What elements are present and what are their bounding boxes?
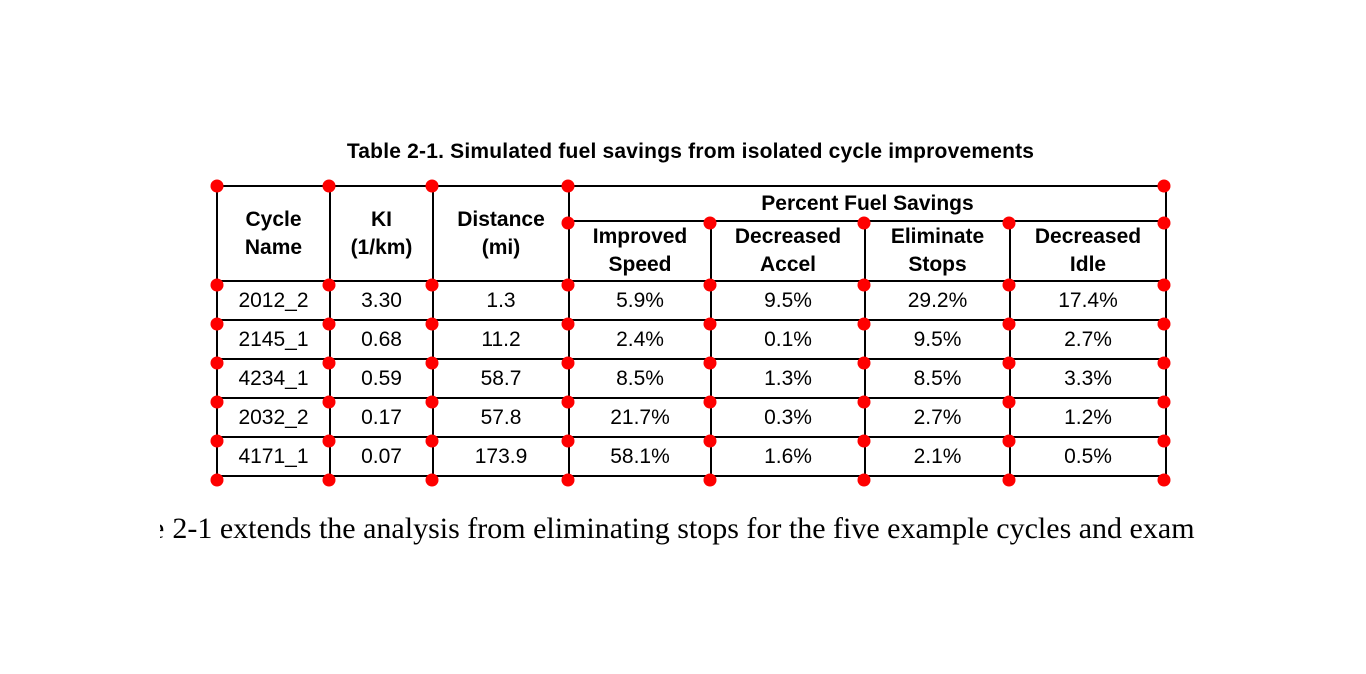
cell-improved-speed: 21.7% xyxy=(568,397,712,438)
cell-improved-speed: 2.4% xyxy=(568,319,712,360)
table-row: 2012_2 3.30 1.3 5.9% 9.5% 29.2% 17.4% xyxy=(216,280,1167,321)
fuel-savings-table: Cycle Name KI (1/km) Distance (mi) Perce… xyxy=(216,185,1167,477)
col-header-decreased-idle: Decreased Idle xyxy=(1009,220,1167,282)
header-row-group: Cycle Name KI (1/km) Distance (mi) Perce… xyxy=(216,185,1167,282)
cell-decreased-idle: 1.2% xyxy=(1009,397,1167,438)
table-row: 4171_1 0.07 173.9 58.1% 1.6% 2.1% 0.5% xyxy=(216,436,1167,477)
cell-decreased-accel: 1.3% xyxy=(710,358,866,399)
col-header-eliminate-stops: Eliminate Stops xyxy=(864,220,1011,282)
col-header-percent-fuel-savings: Percent Fuel Savings xyxy=(568,185,1167,222)
cell-cycle-name: 4171_1 xyxy=(216,436,331,477)
cell-eliminate-stops: 8.5% xyxy=(864,358,1011,399)
cell-cycle-name: 2012_2 xyxy=(216,280,331,321)
clipped-word-fragment: e xyxy=(160,512,164,545)
cell-decreased-idle: 0.5% xyxy=(1009,436,1167,477)
cell-ki: 0.07 xyxy=(329,436,434,477)
cell-cycle-name: 2145_1 xyxy=(216,319,331,360)
table-row: 4234_1 0.59 58.7 8.5% 1.3% 8.5% 3.3% xyxy=(216,358,1167,399)
cell-decreased-accel: 1.6% xyxy=(710,436,866,477)
header-row-sub: Improved Speed Decreased Accel Eliminate… xyxy=(217,220,1167,282)
col-header-decreased-accel: Decreased Accel xyxy=(710,220,866,282)
cell-eliminate-stops: 2.7% xyxy=(864,397,1011,438)
body-text: 2-1 extends the analysis from eliminatin… xyxy=(172,512,1195,545)
table-row: 2032_2 0.17 57.8 21.7% 0.3% 2.7% 1.2% xyxy=(216,397,1167,438)
col-header-improved-speed: Improved Speed xyxy=(568,220,712,282)
cell-distance: 57.8 xyxy=(432,397,570,438)
table-row: 2145_1 0.68 11.2 2.4% 0.1% 9.5% 2.7% xyxy=(216,319,1167,360)
cell-decreased-idle: 3.3% xyxy=(1009,358,1167,399)
cell-eliminate-stops: 2.1% xyxy=(864,436,1011,477)
cell-ki: 0.59 xyxy=(329,358,434,399)
cell-cycle-name: 2032_2 xyxy=(216,397,331,438)
cell-distance: 58.7 xyxy=(432,358,570,399)
cell-ki: 0.68 xyxy=(329,319,434,360)
cell-decreased-accel: 9.5% xyxy=(710,280,866,321)
col-header-distance: Distance (mi) xyxy=(432,185,570,282)
col-header-cycle-name: Cycle Name xyxy=(216,185,331,282)
cell-eliminate-stops: 9.5% xyxy=(864,319,1011,360)
cell-decreased-idle: 17.4% xyxy=(1009,280,1167,321)
table-caption: Table 2-1. Simulated fuel savings from i… xyxy=(346,140,1035,163)
cell-improved-speed: 5.9% xyxy=(568,280,712,321)
body-text-line: e2-1 extends the analysis from eliminati… xyxy=(160,512,1300,556)
cell-ki: 3.30 xyxy=(329,280,434,321)
cell-distance: 1.3 xyxy=(432,280,570,321)
cell-distance: 173.9 xyxy=(432,436,570,477)
cell-improved-speed: 8.5% xyxy=(568,358,712,399)
cell-eliminate-stops: 29.2% xyxy=(864,280,1011,321)
cell-decreased-accel: 0.1% xyxy=(710,319,866,360)
cell-decreased-accel: 0.3% xyxy=(710,397,866,438)
cell-distance: 11.2 xyxy=(432,319,570,360)
col-header-ki: KI (1/km) xyxy=(329,185,434,282)
cell-ki: 0.17 xyxy=(329,397,434,438)
cell-cycle-name: 4234_1 xyxy=(216,358,331,399)
cell-improved-speed: 58.1% xyxy=(568,436,712,477)
cell-decreased-idle: 2.7% xyxy=(1009,319,1167,360)
